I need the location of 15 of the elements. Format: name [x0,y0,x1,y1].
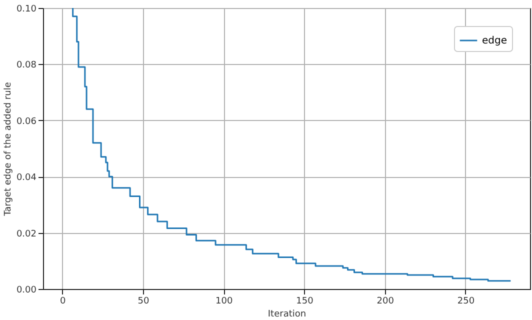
x-tick-label: 150 [296,296,314,306]
y-tick-label: 0.06 [16,116,37,127]
y-tick-label: 0.08 [16,60,37,71]
x-tick-label: 0 [60,296,66,306]
legend-label: edge [482,36,507,46]
y-axis-title: Target edge of the added rule [3,82,14,217]
y-tick-label: 0.02 [16,229,36,240]
x-tick-label: 100 [216,296,233,306]
y-tick-label: 0.10 [16,4,37,14]
y-tick-label: 0.04 [16,173,37,184]
x-tick-label: 50 [138,296,150,306]
y-tick-label: 0.00 [16,286,37,296]
x-tick-label: 250 [457,296,475,306]
x-axis-title: Iteration [268,310,306,320]
x-tick-label: 200 [376,296,394,306]
